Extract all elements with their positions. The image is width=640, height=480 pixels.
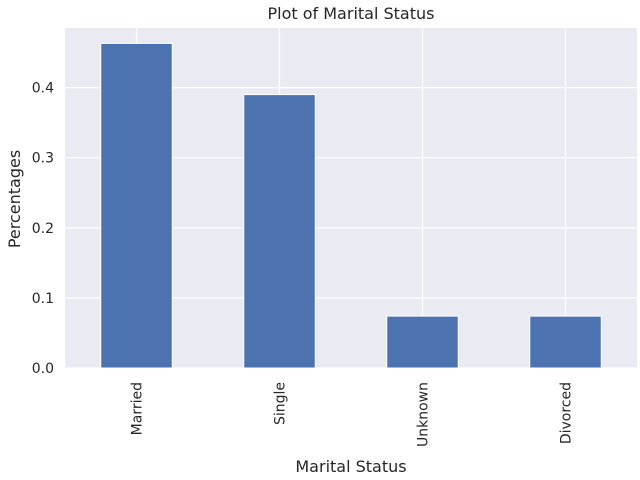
chart-title: Plot of Marital Status xyxy=(268,4,435,23)
y-axis-ticks: 0.0 0.1 0.2 0.3 0.4 xyxy=(32,81,54,377)
bar-unknown xyxy=(386,315,459,369)
y-tick-label: 0.1 xyxy=(32,291,54,307)
bar-divorced xyxy=(529,315,602,369)
x-axis-label: Marital Status xyxy=(295,457,406,476)
bar-single xyxy=(243,94,316,369)
x-tick-label: Married xyxy=(130,382,146,435)
x-tick-label: Single xyxy=(273,382,289,425)
bar-married xyxy=(100,42,173,369)
y-tick-label: 0.4 xyxy=(32,81,54,97)
x-tick-label: Unknown xyxy=(416,382,432,447)
y-tick-label: 0.0 xyxy=(32,361,54,377)
y-axis-label: Percentages xyxy=(5,150,24,248)
y-tick-label: 0.2 xyxy=(32,221,54,237)
x-axis-ticks: Married Single Unknown Divorced xyxy=(130,382,575,447)
y-tick-label: 0.3 xyxy=(32,151,54,167)
x-tick-label: Divorced xyxy=(559,382,575,444)
bars xyxy=(100,42,602,369)
